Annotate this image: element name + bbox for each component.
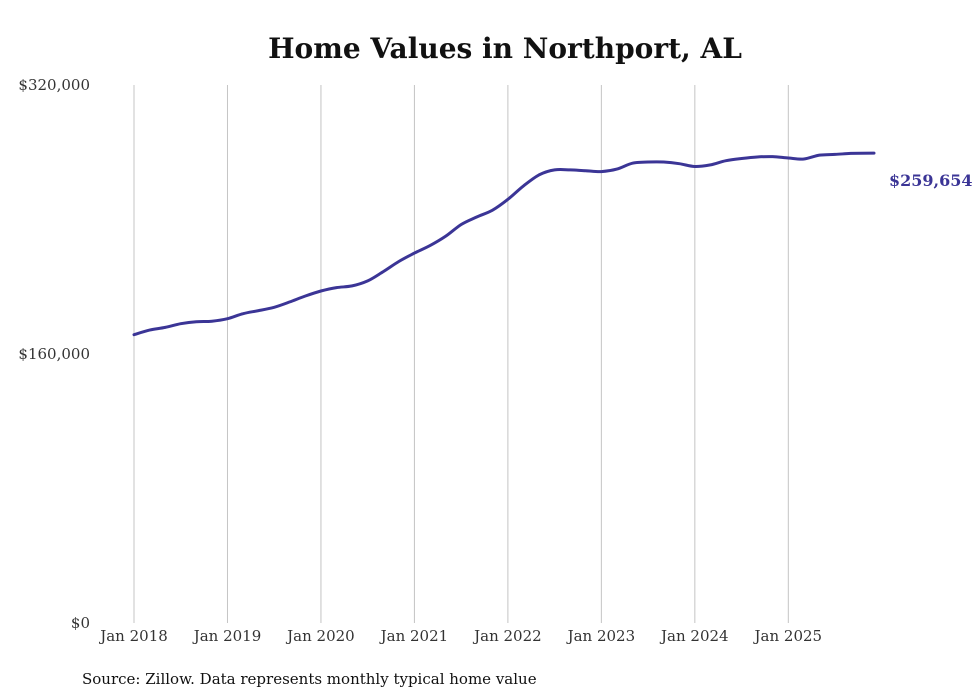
x-tick-label: Jan 2022 <box>472 627 542 645</box>
x-tick-label: Jan 2019 <box>192 627 262 645</box>
y-tick-label: $0 <box>71 614 90 632</box>
x-tick-label: Jan 2020 <box>285 627 355 645</box>
source-note: Source: Zillow. Data represents monthly … <box>82 670 537 688</box>
x-tick-label: Jan 2023 <box>566 627 636 645</box>
y-axis-tick-labels: $0 $160,000 $320,000 <box>18 76 90 632</box>
chart-title: Home Values in Northport, AL <box>268 32 742 65</box>
x-tick-label: Jan 2024 <box>659 627 729 645</box>
x-tick-label: Jan 2025 <box>753 627 823 645</box>
y-tick-label: $320,000 <box>18 76 90 94</box>
x-axis-tick-labels: Jan 2018 Jan 2019 Jan 2020 Jan 2021 Jan 2022… <box>98 627 822 645</box>
x-tick-label: Jan 2018 <box>98 627 168 645</box>
end-value-label: $259,654 <box>889 171 973 190</box>
series-line-group <box>132 151 876 337</box>
y-tick-label: $160,000 <box>18 345 90 363</box>
gridlines <box>133 85 789 623</box>
x-tick-label: Jan 2021 <box>379 627 449 645</box>
series-line <box>132 151 876 337</box>
